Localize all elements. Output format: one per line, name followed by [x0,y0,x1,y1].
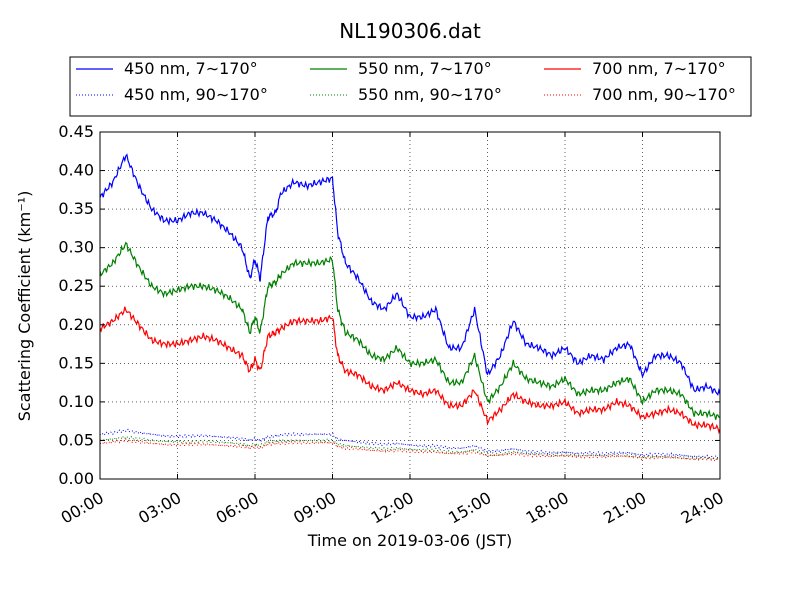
x-tick-label: 06:00 [213,488,262,528]
legend: 450 nm, 7∼170° 550 nm, 7∼170° 700 nm, 7∼17… [69,56,752,117]
legend-frame [69,56,752,117]
legend-label: 450 nm, 90∼170° [124,85,268,104]
y-tick-label: 0.40 [58,161,94,180]
y-tick-label: 0.25 [58,276,94,295]
series-line [99,428,721,460]
series-line [99,241,721,420]
series-line [99,153,721,396]
series-line [99,306,721,435]
series-line [99,435,721,462]
y-tick-labels: 0.00 0.05 0.10 0.15 0.20 0.25 0.30 0.35 0.40 0.45 [58,122,94,488]
legend-label: 450 nm, 7∼170° [124,59,258,78]
legend-label: 550 nm, 90∼170° [358,85,502,104]
legend-entries: 450 nm, 7∼170° 550 nm, 7∼170° 700 nm, 7∼17… [76,59,736,104]
series-line [99,437,721,462]
grid-lines [100,132,720,479]
legend-label: 700 nm, 7∼170° [592,59,726,78]
y-tick-label: 0.35 [58,199,94,218]
x-axis-title: Time on 2019-03-06 (JST) [307,531,512,550]
x-tick-labels: 00:00 03:00 06:00 09:00 12:00 15:00 18:00 21:00… [58,488,727,528]
y-tick-label: 0.45 [58,122,94,141]
y-tick-label: 0.05 [58,430,94,449]
x-tick-label: 03:00 [135,488,184,528]
x-tick-label: 09:00 [290,488,339,528]
x-tick-label: 24:00 [678,488,727,528]
series-lines [99,153,721,462]
y-axis-title: Scattering Coefficient (km⁻¹) [15,191,34,422]
x-tick-label: 12:00 [368,488,417,528]
y-tick-label: 0.10 [58,392,94,411]
x-tick-label: 21:00 [600,488,649,528]
axis-ticks [99,131,721,480]
chart-title: NL190306.dat [339,19,481,43]
x-tick-label: 00:00 [58,488,107,528]
y-tick-label: 0.30 [58,238,94,257]
y-tick-label: 0.20 [58,315,94,334]
y-tick-label: 0.00 [58,469,94,488]
x-tick-label: 15:00 [445,488,494,528]
y-tick-label: 0.15 [58,353,94,372]
legend-label: 550 nm, 7∼170° [358,59,492,78]
x-tick-label: 18:00 [523,488,572,528]
legend-label: 700 nm, 90∼170° [592,85,736,104]
